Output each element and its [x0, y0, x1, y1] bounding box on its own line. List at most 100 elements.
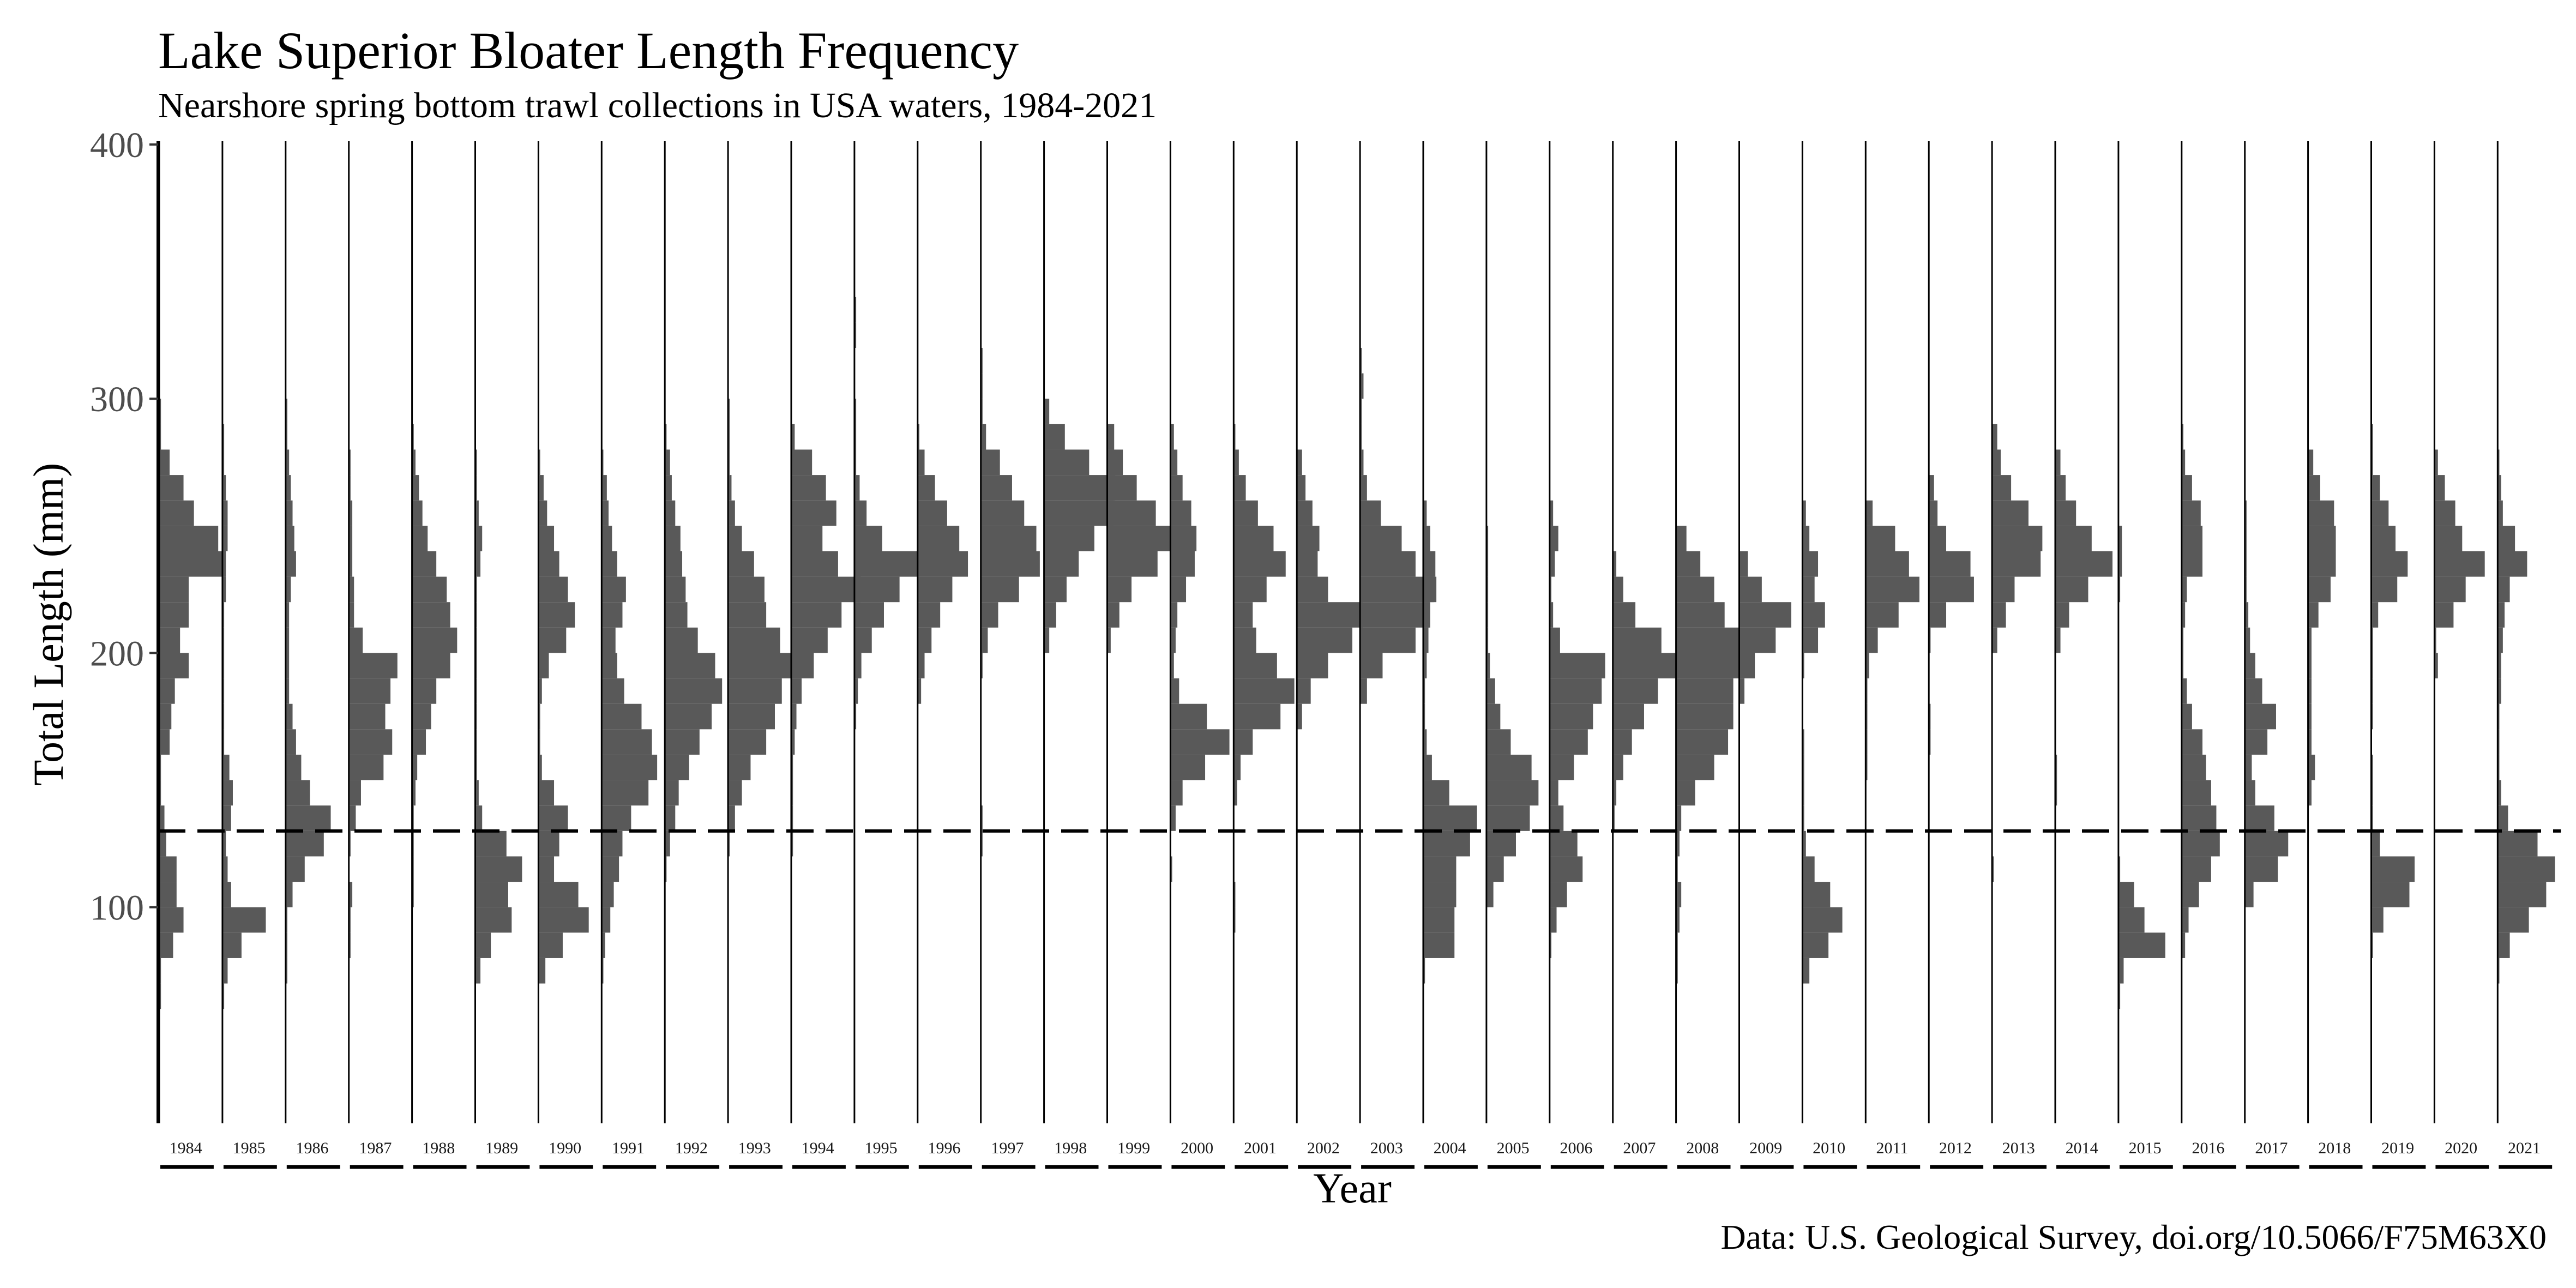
length-bin-bar [412, 830, 414, 857]
length-bin-bar [1865, 551, 1909, 577]
length-bin-bar [1676, 602, 1725, 628]
length-bin-bar [1423, 526, 1430, 551]
year-label: 1995 [865, 1139, 898, 1157]
year-label: 2012 [1939, 1139, 1972, 1157]
year-label: 2010 [1813, 1139, 1845, 1157]
panel-2020: 2020 [2433, 141, 2489, 1169]
length-bin-bar [2181, 780, 2211, 806]
length-bin-bar [348, 576, 354, 603]
panel-2019: 2019 [2370, 141, 2426, 1169]
year-label: 2019 [2381, 1139, 2414, 1157]
length-bin-bar [728, 653, 792, 679]
length-bin-bar [791, 653, 814, 679]
length-bin-bar [1676, 576, 1714, 603]
length-bin-bar [665, 856, 667, 882]
y-tick-label: 200 [90, 634, 144, 673]
length-bin-bar [2181, 805, 2217, 831]
length-bin-bar [1170, 653, 1174, 679]
length-bin-bar [475, 907, 512, 933]
length-bin-bar [348, 703, 386, 730]
length-bin-bar [1423, 703, 1425, 730]
length-bin-bar [728, 830, 730, 857]
length-bin-bar [2118, 576, 2121, 603]
length-bin-bar [854, 653, 862, 679]
length-bin-bar [538, 602, 575, 628]
length-bin-bar [791, 780, 793, 806]
length-bin-bar [1170, 602, 1178, 628]
length-bin-bar [285, 780, 310, 806]
length-bin-bar [475, 449, 477, 476]
length-bin-bar [475, 526, 483, 551]
length-bin-bar [1044, 399, 1050, 424]
length-bin-bar [2497, 475, 2501, 501]
y-axis: 100 200 300 400 [90, 125, 160, 1123]
length-bin-bar [1170, 754, 1206, 780]
length-bin-bar [665, 551, 683, 577]
length-bin-bar [1360, 373, 1364, 399]
year-label: 2006 [1560, 1139, 1592, 1157]
length-bin-bar [1297, 653, 1328, 679]
length-bin-bar [1233, 526, 1274, 551]
length-bin-bar [1802, 526, 1810, 551]
y-tick-label: 100 [90, 888, 144, 928]
length-bin-bar [665, 805, 676, 831]
year-label: 2005 [1497, 1139, 1530, 1157]
length-bin-bar [412, 729, 426, 755]
length-bin-bar [1233, 449, 1239, 476]
length-bin-bar [1423, 882, 1456, 907]
length-bin-bar [2118, 932, 2165, 958]
length-bin-bar [2371, 678, 2373, 704]
length-bin-bar [2434, 602, 2454, 628]
length-bin-bar [980, 399, 983, 424]
length-bin-bar [285, 526, 294, 551]
length-bin-bar [2371, 830, 2380, 857]
length-bin-bar [159, 449, 170, 476]
length-bin-bar [1992, 576, 2015, 603]
length-bin-bar [791, 602, 842, 628]
length-bin-bar [2308, 780, 2312, 806]
length-bin-bar [1992, 627, 1997, 653]
year-label: 2001 [1244, 1139, 1277, 1157]
length-bin-bar [1929, 703, 1931, 730]
length-bin-bar [1549, 907, 1557, 933]
panel-1996: 1996 [917, 141, 972, 1169]
length-bin-bar [1992, 424, 1997, 450]
length-bin-bar [222, 983, 225, 1009]
length-bin-bar [348, 907, 351, 933]
length-bin-bar [2244, 703, 2276, 730]
chart-subtitle: Nearshore spring bottom trawl collection… [158, 86, 1157, 125]
length-bin-bar [1486, 780, 1539, 806]
length-bin-bar [1992, 551, 2041, 577]
length-bin-bar [854, 551, 919, 577]
panel-1989: 1989 [474, 141, 530, 1169]
length-bin-bar [1044, 449, 1090, 476]
panel-2012: 2012 [1928, 141, 1984, 1169]
length-bin-bar [2371, 882, 2410, 907]
panel-1987: 1987 [348, 141, 404, 1169]
length-bin-bar [854, 399, 857, 424]
year-label: 1999 [1117, 1139, 1150, 1157]
length-bin-bar [665, 703, 712, 730]
length-bin-bar [159, 703, 172, 730]
length-bin-bar [159, 754, 161, 780]
length-bin-bar [222, 627, 225, 653]
length-bin-bar [854, 703, 857, 730]
length-bin-bar [2497, 449, 2500, 476]
length-bin-bar [1423, 856, 1456, 882]
length-bin-bar [854, 678, 858, 704]
panel-2008: 2008 [1675, 141, 1742, 1169]
length-bin-bar [1929, 526, 1947, 551]
length-bin-bar [348, 500, 353, 526]
length-bin-bar [1297, 627, 1353, 653]
length-bin-bar [1297, 602, 1363, 628]
length-bin-bar [159, 729, 170, 755]
length-bin-bar [1802, 551, 1819, 577]
year-label: 1998 [1054, 1139, 1087, 1157]
length-bin-bar [538, 576, 568, 603]
length-bin-bar [1170, 475, 1183, 501]
year-label: 1997 [991, 1139, 1024, 1157]
length-bin-bar [1233, 703, 1281, 730]
y-tick-label: 300 [90, 380, 144, 419]
length-bin-bar [2181, 653, 2183, 679]
